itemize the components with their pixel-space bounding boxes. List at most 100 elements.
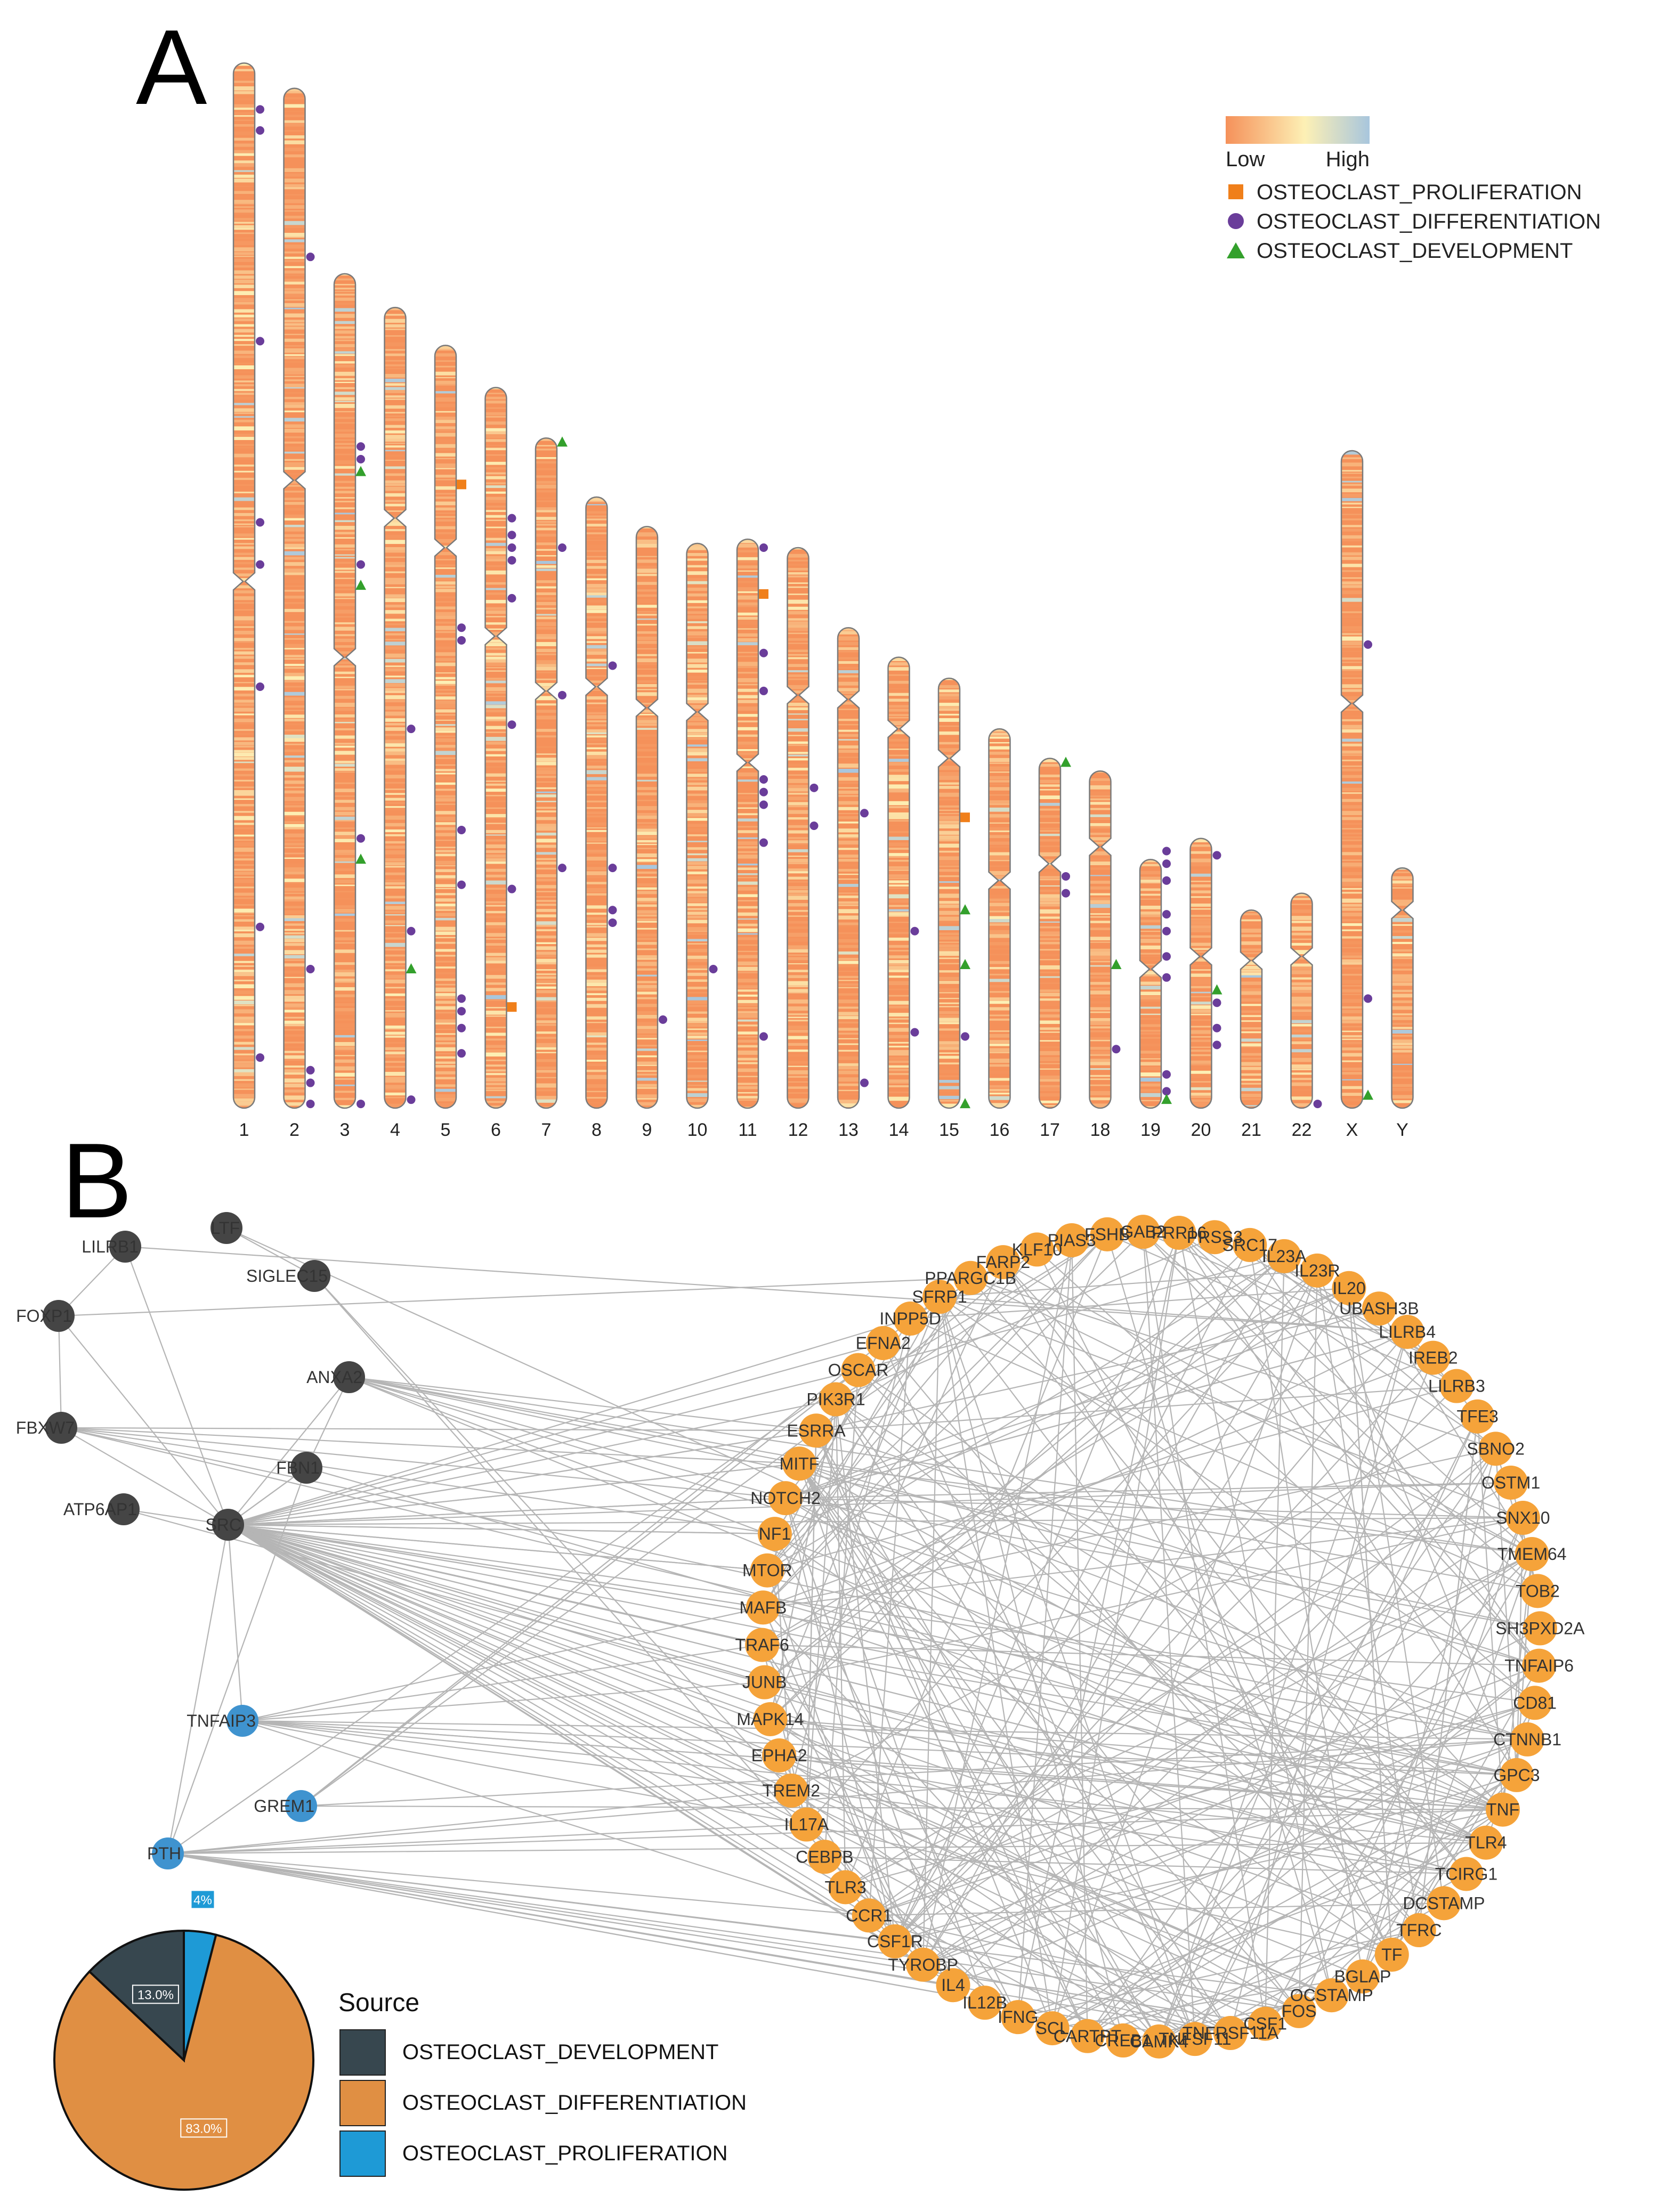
density-band: [989, 783, 1010, 785]
density-band: [1391, 894, 1413, 897]
marker-differentiation: [256, 682, 264, 691]
network-edge: [167, 1852, 924, 1965]
density-band: [435, 966, 456, 969]
density-band: [838, 750, 859, 753]
density-band: [536, 549, 557, 551]
density-band: [1140, 1051, 1161, 1054]
density-band: [737, 837, 758, 839]
density-band: [536, 879, 557, 882]
density-band: [284, 821, 305, 823]
network-edge: [767, 1385, 1457, 1571]
density-band: [536, 1107, 557, 1108]
density-band: [334, 645, 355, 648]
node-label: DCSTAMP: [1403, 1893, 1485, 1913]
density-band: [888, 887, 910, 889]
density-band: [737, 662, 758, 666]
density-band: [284, 387, 305, 389]
density-band: [284, 906, 305, 908]
density-band: [989, 855, 1010, 859]
density-band: [485, 445, 507, 446]
density-band: [1190, 1036, 1212, 1038]
density-band: [435, 772, 456, 775]
density-band: [536, 904, 557, 906]
density-band: [384, 862, 406, 866]
density-band: [636, 991, 658, 995]
density-band: [536, 1089, 557, 1092]
density-band: [284, 557, 305, 560]
density-band: [1391, 868, 1413, 870]
density-band: [838, 909, 859, 914]
density-band: [284, 135, 305, 139]
density-band: [787, 868, 809, 873]
density-band: [938, 998, 960, 999]
density-band: [1140, 999, 1161, 1002]
density-band: [1089, 795, 1111, 798]
density-band: [737, 1036, 758, 1038]
density-band: [485, 807, 507, 809]
density-band: [536, 914, 557, 917]
density-band: [787, 843, 809, 845]
density-band: [636, 898, 658, 902]
density-band: [586, 595, 608, 598]
density-band: [938, 820, 960, 824]
density-band: [636, 948, 658, 950]
density-band: [737, 1050, 758, 1055]
density-band: [384, 442, 406, 444]
density-band: [686, 758, 708, 761]
density-band: [435, 776, 456, 781]
density-band: [938, 1100, 960, 1102]
density-band: [586, 917, 608, 920]
density-band: [787, 599, 809, 604]
marker-proliferation: [960, 812, 970, 823]
density-band: [485, 742, 507, 745]
marker-development: [960, 904, 970, 915]
density-band: [284, 490, 305, 493]
density-band: [284, 767, 305, 771]
density-band: [536, 622, 557, 627]
density-band: [384, 610, 406, 614]
density-band: [1190, 921, 1212, 925]
density-band: [888, 794, 910, 795]
density-band: [1391, 1000, 1413, 1003]
density-band: [334, 861, 355, 863]
density-band: [384, 405, 406, 409]
density-band: [536, 952, 557, 956]
density-band: [636, 1070, 658, 1072]
density-band: [1089, 814, 1111, 817]
density-band: [787, 805, 809, 808]
density-band: [284, 451, 305, 454]
density-band: [586, 732, 608, 735]
density-band: [284, 626, 305, 630]
density-band: [435, 1094, 456, 1098]
density-band: [787, 752, 809, 754]
density-band: [284, 368, 305, 372]
density-band: [1391, 1022, 1413, 1025]
density-band: [284, 697, 305, 701]
node-label: FOXP1: [16, 1306, 72, 1325]
chromosome-outline: [887, 656, 910, 1109]
density-band: [989, 1018, 1010, 1021]
density-band: [536, 896, 557, 898]
network-nodes: LILRB1LTFSIGLEC15FOXP1ANXA2FBXW7FBN1ATP6…: [16, 1212, 1585, 2059]
density-band: [586, 751, 608, 755]
chromosome-label: 18: [1090, 1120, 1111, 1140]
density-band: [334, 891, 355, 892]
density-band: [233, 375, 255, 379]
density-band: [284, 428, 305, 433]
chromosome-outline: [535, 437, 558, 1109]
node-label: LILRB1: [82, 1237, 139, 1256]
density-band: [1039, 889, 1060, 892]
network-edge: [791, 1416, 1478, 1792]
density-band: [485, 1045, 507, 1048]
density-band: [284, 790, 305, 794]
density-band: [888, 975, 910, 978]
density-band: [233, 609, 255, 611]
density-band: [636, 904, 658, 907]
density-band: [485, 814, 507, 818]
network-edge: [228, 1524, 767, 1571]
density-band: [1341, 556, 1363, 560]
density-band: [1140, 1058, 1161, 1060]
density-band: [787, 1086, 809, 1089]
density-band: [586, 621, 608, 623]
density-band: [384, 886, 406, 889]
